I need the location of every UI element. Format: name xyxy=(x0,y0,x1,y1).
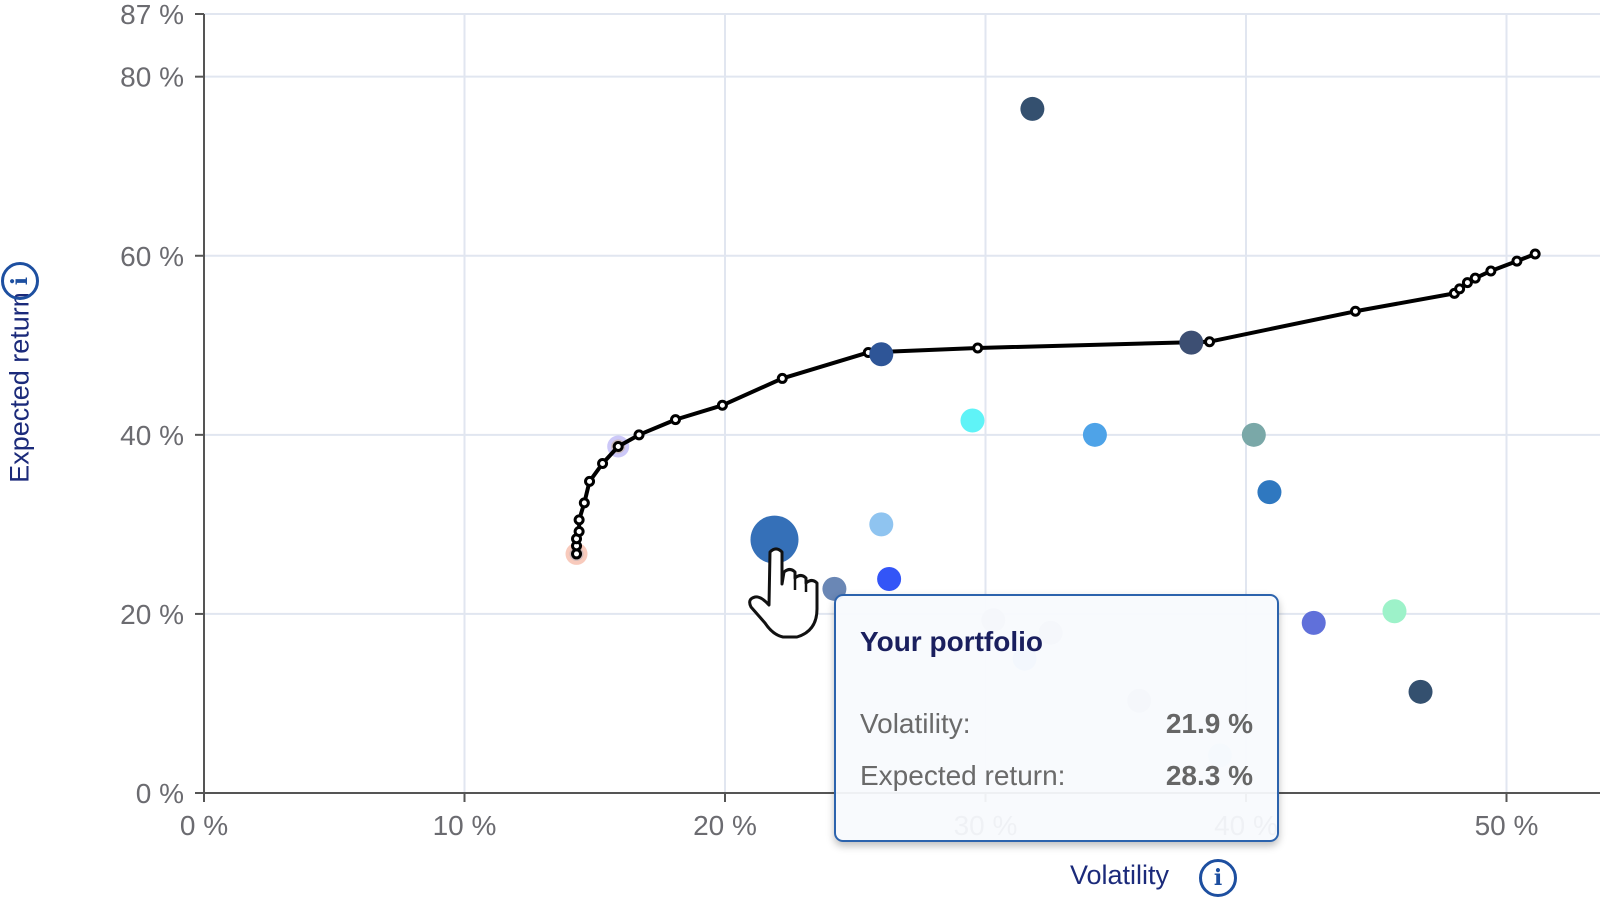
y-tick-label: 20 % xyxy=(120,599,184,630)
tooltip-return-row: Expected return: 28.3 % xyxy=(860,760,1253,792)
x-tick-label: 0 % xyxy=(180,810,228,841)
frontier-point xyxy=(1349,305,1361,317)
frontier-point xyxy=(578,497,590,509)
frontier-point xyxy=(1461,277,1473,289)
frontier-point xyxy=(1469,272,1481,284)
tooltip-title: Your portfolio xyxy=(860,626,1043,657)
volatility-value: 21.9 % xyxy=(1165,708,1253,739)
asset-point xyxy=(869,512,894,537)
asset-point xyxy=(960,408,985,433)
asset-point xyxy=(1301,610,1326,635)
frontier-point xyxy=(573,514,585,526)
asset-point xyxy=(1082,422,1107,447)
frontier-point xyxy=(573,526,585,538)
frontier-point xyxy=(1485,265,1497,277)
frontier-point xyxy=(584,475,596,487)
hand-pointer-icon xyxy=(748,547,819,639)
frontier-point xyxy=(1454,283,1466,295)
asset-point xyxy=(1382,599,1407,624)
asset-point xyxy=(869,342,894,367)
portfolio-tooltip: Your portfolio Volatility: 21.9 % Expect… xyxy=(834,594,1279,842)
frontier-point xyxy=(1529,248,1541,260)
efficient-frontier xyxy=(565,248,1541,565)
frontier-point xyxy=(612,440,624,452)
x-axis-title: Volatility xyxy=(1070,860,1170,890)
y-tick-label: 80 % xyxy=(120,62,184,93)
your-portfolio-point xyxy=(750,515,799,564)
x-tick-label: 10 % xyxy=(433,810,497,841)
tooltip-volatility-row: Volatility: 21.9 % xyxy=(860,708,1253,740)
frontier-point xyxy=(972,342,984,354)
y-tick-label: 60 % xyxy=(120,241,184,272)
info-circle-icon[interactable]: i xyxy=(1,262,39,300)
info-circle-icon[interactable]: i xyxy=(1199,859,1237,897)
frontier-point xyxy=(633,429,645,441)
asset-point xyxy=(1179,330,1204,355)
asset-point xyxy=(1408,679,1433,704)
frontier-point xyxy=(1511,255,1523,267)
frontier-point xyxy=(1204,336,1216,348)
y-axis-title: Expected return xyxy=(4,292,35,483)
asset-point xyxy=(1257,480,1282,505)
return-value: 28.3 % xyxy=(1165,760,1253,791)
frontier-point xyxy=(670,414,682,426)
asset-point xyxy=(877,566,902,591)
return-label: Expected return: xyxy=(860,760,1066,791)
asset-point xyxy=(1020,96,1045,121)
frontier-point xyxy=(597,457,609,469)
y-tick-label: 0 % xyxy=(136,778,184,809)
frontier-point xyxy=(716,399,728,411)
y-tick-label: 40 % xyxy=(120,420,184,451)
x-tick-label: 50 % xyxy=(1475,810,1539,841)
asset-point xyxy=(1241,422,1266,447)
y-tick-label: 87 % xyxy=(120,0,184,30)
volatility-label: Volatility: xyxy=(860,708,971,739)
x-tick-label: 20 % xyxy=(693,810,757,841)
frontier-point xyxy=(776,372,788,384)
